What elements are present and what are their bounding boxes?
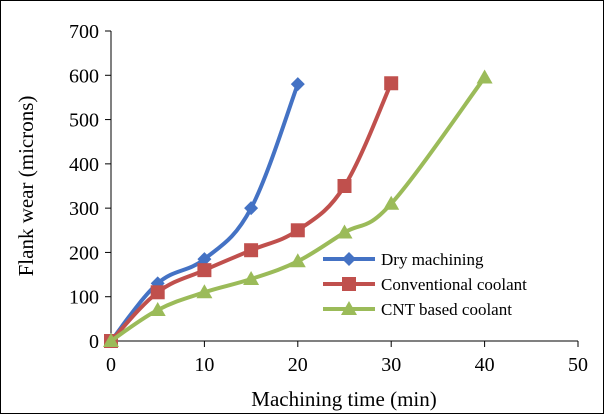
axis-ticks: 0 100 200 300 400 500 600 700 0 10 20 30 40 50 xyxy=(69,21,588,376)
x-tick-label: 50 xyxy=(568,354,588,376)
legend-label: CNT based coolant xyxy=(381,300,512,319)
y-tick-label: 400 xyxy=(69,154,99,176)
legend-item: Conventional coolant xyxy=(323,275,527,294)
data-point-marker xyxy=(244,243,259,258)
data-point-marker xyxy=(290,223,305,238)
x-tick-label: 0 xyxy=(106,354,116,376)
y-tick-label: 0 xyxy=(89,331,99,353)
data-point-marker xyxy=(149,302,166,316)
x-tick-label: 40 xyxy=(475,354,495,376)
legend-marker xyxy=(342,252,356,266)
legend-label: Dry machining xyxy=(381,250,484,269)
y-tick-label: 600 xyxy=(69,65,99,87)
data-point-marker xyxy=(476,69,493,84)
x-tick-label: 20 xyxy=(288,354,308,376)
data-point-marker xyxy=(197,263,212,278)
series-1 xyxy=(104,77,305,348)
legend-marker xyxy=(342,277,356,291)
data-point-marker xyxy=(150,285,165,300)
data-point-marker xyxy=(336,224,353,239)
x-tick-label: 30 xyxy=(381,354,401,376)
y-tick-label: 300 xyxy=(69,198,99,220)
x-tick-label: 10 xyxy=(194,354,214,376)
legend-item: CNT based coolant xyxy=(323,300,512,319)
data-point-marker xyxy=(337,179,352,193)
data-point-marker xyxy=(197,252,212,267)
data-point-marker xyxy=(244,201,259,216)
legend: Dry machining Conventional coolant CNT bas… xyxy=(323,250,527,319)
data-point-marker xyxy=(383,195,400,210)
y-tick-label: 100 xyxy=(69,287,99,309)
y-axis-title: Flank wear (microns) xyxy=(14,96,38,277)
y-tick-label: 500 xyxy=(69,110,99,132)
y-tick-label: 200 xyxy=(69,242,99,264)
legend-label: Conventional coolant xyxy=(381,275,527,294)
x-axis-title: Machining time (min) xyxy=(251,387,436,411)
series-line xyxy=(109,82,300,343)
data-point-marker xyxy=(243,271,260,285)
y-tick-label: 700 xyxy=(69,21,99,43)
series-3 xyxy=(103,69,493,347)
data-point-marker xyxy=(384,76,399,91)
data-point-marker xyxy=(290,77,305,92)
data-point-marker xyxy=(103,333,119,347)
data-point-marker xyxy=(196,284,213,299)
legend-marker xyxy=(341,301,357,315)
data-point-marker xyxy=(289,253,306,268)
legend-item: Dry machining xyxy=(323,250,484,269)
axes xyxy=(110,31,578,342)
series-2 xyxy=(104,76,399,348)
data-series xyxy=(103,69,493,348)
